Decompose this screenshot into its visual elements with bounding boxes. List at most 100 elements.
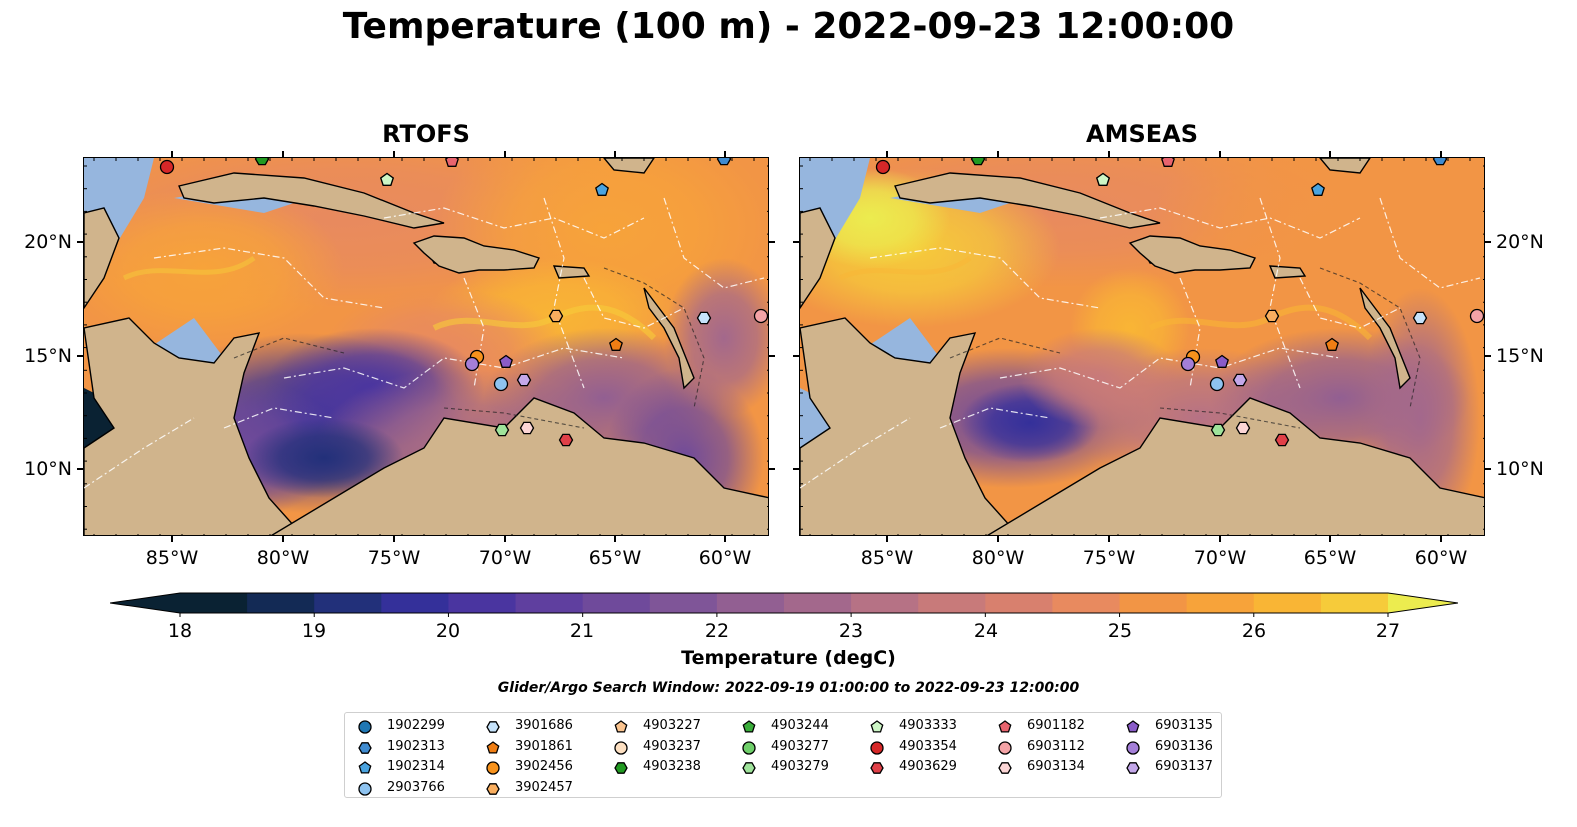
platform-marker-3901686 — [1412, 311, 1428, 325]
land-bahamas — [603, 158, 655, 174]
map-amseas-canvas — [800, 158, 1484, 535]
land-puerto-rico — [552, 265, 591, 279]
temperature-patch — [1020, 328, 1180, 428]
colorbar-segment — [784, 593, 852, 613]
frame-major-tick — [1329, 151, 1331, 157]
panel-title-rtofs: RTOFS — [382, 120, 470, 148]
eez-boundary — [939, 407, 1051, 429]
frame-major-tick — [393, 151, 395, 157]
circle-marker-icon — [742, 740, 756, 755]
hexagon-marker-icon — [1126, 762, 1140, 774]
legend-label: 6903136 — [1155, 738, 1213, 754]
lat-tick-label: 10°N — [1496, 458, 1544, 480]
colorbar-segment — [1320, 593, 1389, 613]
eez-boundary — [153, 247, 385, 309]
legend-label: 4903244 — [771, 718, 829, 733]
land-lesser-antilles — [643, 287, 695, 390]
frame-major-tick — [77, 355, 83, 357]
platform-marker-6903112 — [1469, 308, 1484, 324]
frame-major-tick — [282, 151, 284, 157]
hexagon-marker-icon — [358, 741, 372, 754]
legend-label: 4903333 — [899, 718, 957, 733]
colorbar-extend-high — [1388, 593, 1458, 613]
legend-label: 1902313 — [387, 738, 445, 754]
legend-marker — [358, 741, 372, 754]
colorbar-extend-low — [110, 593, 180, 613]
colorbar-tick-label: 27 — [1375, 620, 1401, 642]
frame-major-tick — [997, 536, 999, 542]
pentagon-marker-icon — [742, 720, 756, 733]
frame-major-tick — [769, 241, 775, 243]
platform-marker-6903135 — [499, 354, 513, 368]
eddy-streak — [122, 255, 256, 281]
depth-contour — [233, 337, 345, 359]
land-yucatan — [800, 207, 836, 310]
hexagon-marker-icon — [742, 762, 756, 774]
legend-marker — [486, 761, 500, 775]
frame-major-tick — [769, 468, 775, 470]
circle-marker-icon — [1126, 740, 1140, 755]
frame-major-tick — [724, 151, 726, 157]
platform-marker-6903135 — [1215, 354, 1229, 368]
frame-major-tick — [1108, 151, 1110, 157]
platform-marker-1902314 — [1311, 182, 1325, 196]
legend-marker — [870, 720, 884, 733]
land-cuba — [894, 172, 1161, 229]
figure-title: Temperature (100 m) - 2022-09-23 12:00:0… — [342, 6, 1235, 47]
pentagon-marker-icon — [870, 720, 884, 733]
colorbar-tick-label: 22 — [704, 620, 730, 642]
platform-marker-4903333 — [380, 172, 394, 186]
frame-major-tick — [886, 536, 888, 542]
eez-boundary — [1299, 277, 1401, 329]
legend-label: 1902299 — [387, 718, 445, 733]
legend-marker — [998, 762, 1012, 774]
lon-tick-label: 75°W — [1082, 547, 1136, 569]
legend-label: 4903237 — [643, 738, 701, 754]
colorbar-tick-label: 19 — [301, 620, 327, 642]
circle-marker-icon — [486, 761, 500, 775]
eez-boundary — [223, 407, 335, 429]
platform-marker-6903134 — [1235, 421, 1251, 435]
lon-tick-label: 60°W — [1414, 547, 1468, 569]
platform-marker-6903136 — [464, 356, 480, 372]
frame-major-tick — [171, 151, 173, 157]
legend-label: 3901686 — [515, 718, 573, 733]
platform-marker-6903112 — [753, 308, 768, 324]
temperature-patch — [84, 188, 344, 348]
legend-label: 4903279 — [771, 759, 829, 774]
land-hispaniola — [412, 235, 540, 274]
frame-major-tick — [1219, 151, 1221, 157]
eddy-streak — [838, 255, 972, 281]
eez-boundary — [800, 417, 911, 489]
platform-marker-6901182 — [445, 158, 459, 167]
frame-major-tick — [504, 536, 506, 542]
legend-marker — [358, 720, 372, 734]
temperature-patch — [1150, 158, 1484, 338]
legend-label: 6903134 — [1027, 759, 1085, 774]
eez-boundary — [999, 347, 1341, 389]
circle-marker-icon — [870, 740, 884, 755]
legend-label: 4903277 — [771, 738, 829, 754]
colorbar-segment — [918, 593, 986, 613]
eez-boundary — [1259, 197, 1301, 389]
legend-marker — [998, 740, 1012, 755]
platform-marker-3902457 — [1264, 309, 1280, 323]
platform-marker-3901861 — [609, 337, 623, 351]
land-puerto-rico — [1268, 265, 1307, 279]
land-lesser-antilles — [1359, 287, 1411, 390]
colorbar-segment — [1052, 593, 1121, 613]
platform-marker-3902457 — [548, 309, 564, 323]
colorbar-tick-label: 18 — [167, 620, 193, 642]
colorbar-label: Temperature (degC) — [681, 647, 896, 669]
platform-marker-1902313 — [716, 158, 732, 166]
frame-major-tick — [77, 241, 83, 243]
frame-major-tick — [793, 241, 799, 243]
frame-major-tick — [504, 151, 506, 157]
legend-marker — [742, 762, 756, 774]
platform-marker-4903629 — [1274, 433, 1290, 447]
legend-marker — [358, 781, 372, 796]
platform-marker-2903766 — [1209, 376, 1225, 392]
pentagon-marker-icon — [998, 720, 1012, 733]
circle-marker-icon — [998, 740, 1012, 755]
land-central-america — [84, 317, 304, 535]
